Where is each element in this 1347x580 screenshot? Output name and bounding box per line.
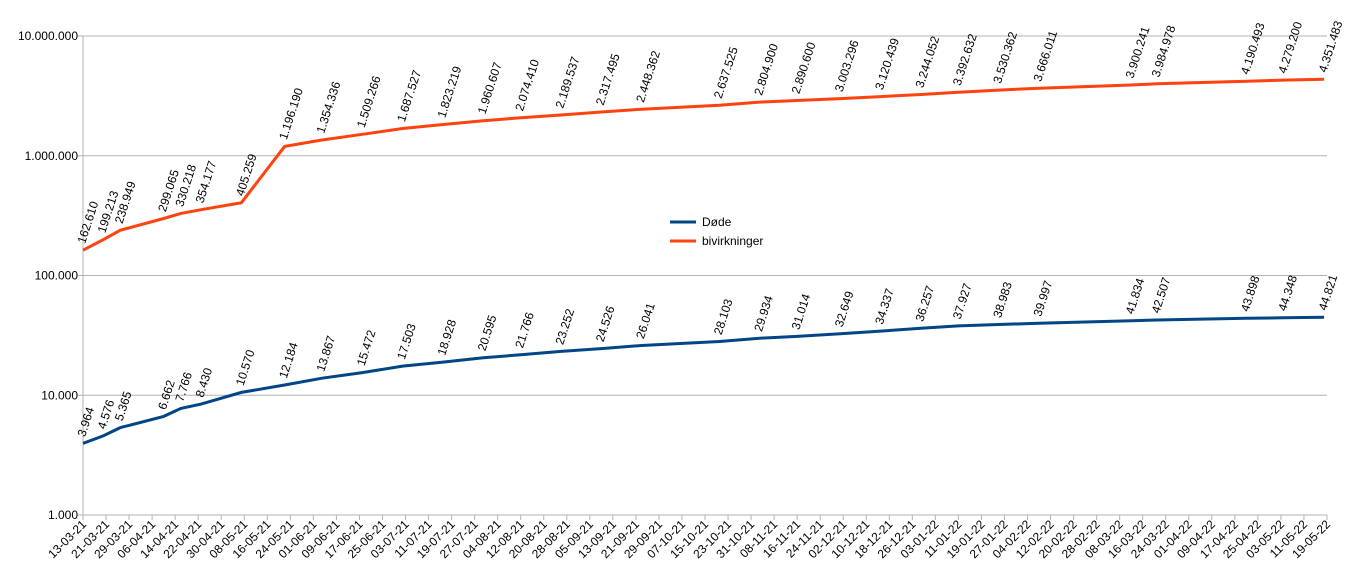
legend-item: Døde: [670, 215, 732, 229]
legend-item: bivirkninger: [670, 234, 763, 248]
data-label: 39.997: [1031, 279, 1056, 319]
legend-label: Døde: [702, 215, 732, 229]
data-label: 1.823.219: [434, 64, 464, 119]
data-label: 43.898: [1238, 274, 1263, 314]
data-label: 2.804.900: [751, 42, 781, 97]
data-label: 3.244.052: [913, 34, 943, 89]
data-label: 4.279.200: [1275, 20, 1305, 75]
data-label: 12.184: [276, 340, 301, 380]
legend-label: bivirkninger: [702, 234, 763, 248]
data-label: 4.351.483: [1316, 19, 1346, 74]
data-label: 3.964: [75, 405, 98, 438]
data-label: 20.595: [475, 313, 500, 353]
data-label: 38.983: [990, 280, 1015, 320]
data-label: 7.766: [172, 370, 195, 403]
data-label: 37.927: [950, 281, 975, 321]
data-label: 1.509.266: [354, 74, 384, 129]
y-tick-label: 10.000: [41, 388, 78, 402]
data-label: 29.934: [751, 294, 776, 334]
data-label: 2.317.495: [593, 52, 623, 107]
data-label: 3.120.439: [872, 36, 902, 91]
data-label: 4.190.493: [1238, 21, 1268, 76]
data-label: 21.766: [512, 310, 537, 350]
data-label: 354.177: [193, 159, 220, 205]
data-label: 41.834: [1123, 276, 1148, 316]
data-label: 31.014: [789, 292, 814, 332]
y-tick-label: 1.000: [48, 508, 78, 522]
data-label: 23.252: [553, 307, 578, 347]
data-label: 5.365: [112, 389, 135, 422]
data-label: 1.960.607: [475, 60, 505, 115]
data-label: 42.507: [1149, 275, 1174, 315]
data-label: 405.259: [233, 152, 260, 198]
data-label: 1.354.336: [314, 79, 344, 134]
data-label: 3.003.296: [832, 38, 862, 93]
data-label: 3.900.241: [1123, 24, 1153, 79]
data-label: 3.530.362: [990, 30, 1020, 85]
data-label: 2.189.537: [553, 55, 583, 110]
series-line: [82, 77, 1325, 252]
data-label: 36.257: [913, 284, 938, 324]
data-label: 17.503: [394, 322, 419, 362]
data-label: 26.041: [633, 301, 658, 341]
data-label: 8.430: [193, 366, 216, 399]
y-tick-label: 10.000.000: [18, 29, 78, 43]
data-label: 18.928: [434, 317, 459, 357]
data-label: 2.890.600: [789, 40, 819, 95]
data-label: 44.821: [1316, 273, 1341, 313]
y-tick-label: 100.000: [35, 269, 79, 283]
data-label: 34.337: [872, 286, 897, 326]
data-label: 3.392.632: [950, 32, 980, 87]
data-label: 1.196.190: [276, 86, 306, 141]
data-label: 1.687.527: [394, 68, 424, 123]
data-label: 32.649: [832, 289, 857, 329]
data-label: 10.570: [233, 348, 258, 388]
y-tick-label: 1.000.000: [25, 149, 79, 163]
data-label: 13.867: [314, 334, 339, 374]
series-line: [82, 315, 1325, 445]
data-label: 44.348: [1275, 273, 1300, 313]
data-label: 28.103: [711, 297, 736, 337]
data-label: 3.666.011: [1031, 29, 1061, 84]
data-label: 2.074.410: [512, 57, 542, 112]
data-label: 3.984.978: [1149, 23, 1179, 78]
data-label: 24.526: [593, 304, 618, 344]
data-label: 2.448.362: [633, 49, 663, 104]
data-label: 15.472: [354, 328, 379, 368]
data-label: 2.637.525: [711, 45, 741, 100]
